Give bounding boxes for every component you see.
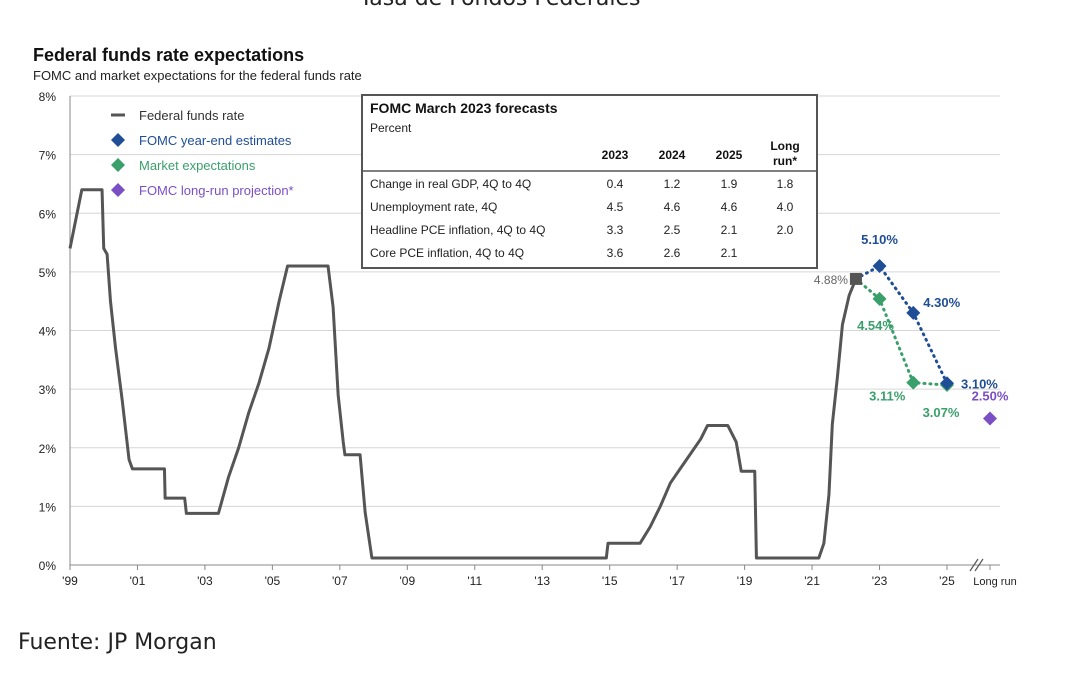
table-row-label: Core PCE inflation, 4Q to 4Q (370, 246, 524, 260)
table-title: FOMC March 2023 forecasts (370, 100, 558, 116)
y-tick-label: 0% (39, 559, 57, 573)
x-tick-label: '21 (804, 574, 820, 588)
data-label: 5.10% (861, 232, 898, 247)
table-cell: 3.6 (607, 246, 624, 260)
y-tick-label: 7% (39, 149, 57, 163)
data-label: 3.07% (923, 405, 960, 420)
x-tick-label-long-run: Long run (973, 576, 1016, 588)
forecast-table-box (361, 94, 818, 269)
legend-diamond-icon (111, 158, 125, 172)
x-tick-label: '19 (737, 574, 753, 588)
footer-source: Fuente: JP Morgan (18, 630, 217, 655)
legend-diamond-icon (111, 133, 125, 147)
data-point-2 (906, 375, 921, 390)
table-column-header: 2025 (716, 148, 743, 162)
x-tick-label: '05 (265, 574, 281, 588)
table-row-label: Unemployment rate, 4Q (370, 200, 497, 214)
x-tick-label: '13 (534, 574, 550, 588)
table-cell: 2.0 (777, 223, 794, 237)
data-point-2 (872, 291, 887, 306)
x-tick-label: '11 (467, 574, 482, 588)
table-cell: 2.1 (721, 246, 738, 260)
table-cell: 1.2 (664, 177, 681, 191)
legend-label: FOMC year-end estimates (139, 133, 292, 148)
data-label: 3.10% (961, 376, 998, 391)
table-cell: 1.8 (777, 177, 794, 191)
table-row-label: Headline PCE inflation, 4Q to 4Q (370, 223, 545, 237)
table-cell: 0.4 (607, 177, 624, 191)
x-tick-label: '17 (669, 574, 685, 588)
data-point-1 (906, 305, 921, 320)
y-tick-label: 1% (39, 500, 57, 514)
annotation-current-rate: 4.88% (814, 273, 848, 287)
table-cell: 2.1 (721, 223, 738, 237)
table-cell: 3.3 (607, 223, 624, 237)
table-cell: 4.6 (721, 200, 738, 214)
table-row-label: Change in real GDP, 4Q to 4Q (370, 177, 531, 191)
data-label: 3.11% (869, 389, 906, 404)
x-tick-label: '23 (872, 574, 888, 588)
series-line-federal-funds-rate (68, 188, 858, 560)
y-tick-label: 3% (39, 383, 57, 397)
footer-label: Fuente: (18, 630, 101, 655)
y-tick-label: 8% (39, 90, 57, 104)
y-tick-label: 6% (39, 207, 57, 221)
table-column-header: 2023 (602, 148, 629, 162)
footer-source-name: JP Morgan (107, 630, 217, 655)
axis-break-icon (969, 558, 984, 572)
x-tick-label: '15 (602, 574, 618, 588)
table-cell: 2.6 (664, 246, 681, 260)
legend-label: FOMC long-run projection* (139, 183, 294, 198)
data-point-1 (940, 376, 954, 391)
x-tick-label: '03 (197, 574, 213, 588)
y-tick-label: 5% (39, 266, 57, 280)
table-column-header: 2024 (659, 148, 686, 162)
table-column-header: Long (770, 139, 799, 153)
y-tick-label: 2% (39, 442, 57, 456)
x-tick-label: '99 (62, 574, 78, 588)
data-label: 4.30% (923, 295, 960, 310)
x-tick-label: '01 (130, 574, 146, 588)
series-line-fomc (854, 264, 949, 385)
chart-subtitle: FOMC and market expectations for the fed… (33, 68, 362, 83)
legend-label: Federal funds rate (139, 108, 245, 123)
data-point-3 (983, 411, 997, 426)
chart-title: Federal funds rate expectations (33, 45, 305, 65)
table-cell: 1.9 (721, 177, 738, 191)
x-tick-label: '07 (332, 574, 348, 588)
table-cell: 2.5 (664, 223, 681, 237)
legend-label: Market expectations (139, 158, 256, 173)
table-subtitle: Percent (370, 121, 412, 135)
series-line-market (854, 277, 949, 387)
table-cell: 4.0 (777, 200, 794, 214)
page-title: Tasa de Fondos Federales (0, 0, 1000, 11)
legend-diamond-icon (111, 183, 125, 197)
data-label: 4.54% (857, 318, 894, 333)
y-tick-label: 4% (39, 325, 57, 339)
table-cell: 4.5 (607, 200, 624, 214)
data-label: 2.50% (972, 388, 1009, 403)
x-tick-label: '25 (939, 574, 955, 588)
marker-current-rate (849, 272, 862, 285)
data-point-1 (872, 259, 887, 274)
table-column-header: run* (773, 154, 797, 168)
table-cell: 4.6 (664, 200, 681, 214)
x-tick-label: '09 (399, 574, 415, 588)
